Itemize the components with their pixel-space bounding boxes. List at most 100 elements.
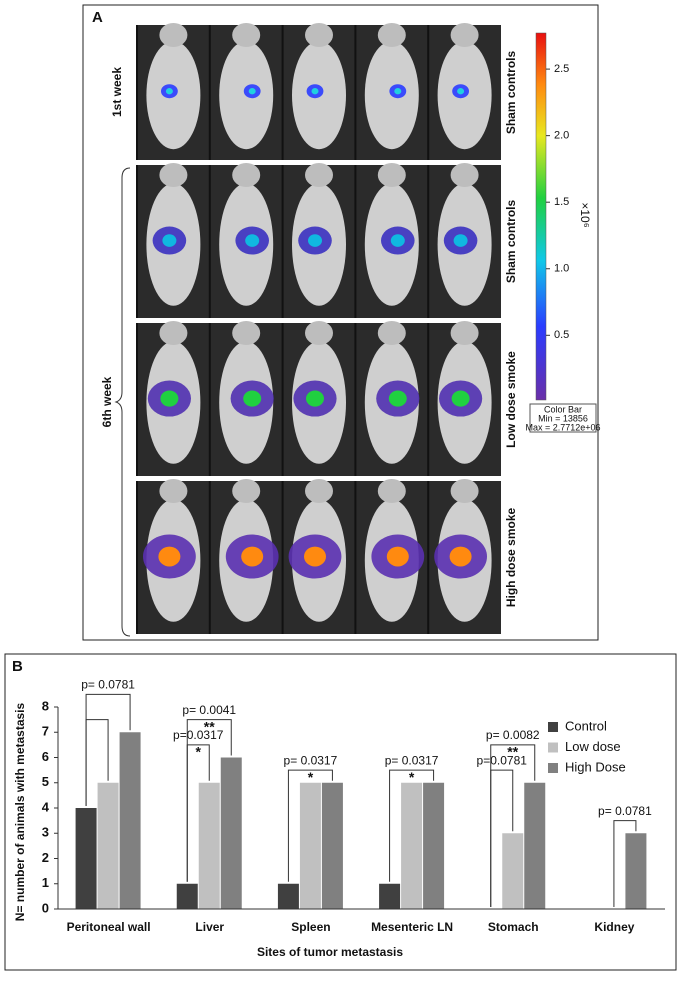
mouse-head xyxy=(305,23,333,47)
signal xyxy=(457,88,465,95)
color-bar-tick-label: 2.0 xyxy=(554,130,569,142)
y-tick-label: 0 xyxy=(42,900,49,915)
bracket xyxy=(389,769,435,882)
bar xyxy=(176,883,198,909)
legend-swatch xyxy=(548,763,558,773)
bracket xyxy=(613,820,637,907)
signal xyxy=(386,546,409,567)
caption: Max = 2.7712e+06 xyxy=(525,422,600,432)
x-tick-label: Stomach xyxy=(488,920,539,934)
panel-label: A xyxy=(92,9,103,26)
row-label: Low dose smoke xyxy=(504,351,518,448)
legend-label: Control xyxy=(565,718,607,733)
x-tick-label: Spleen xyxy=(291,920,330,934)
color-bar xyxy=(535,32,547,401)
p-value: p= 0.0082 xyxy=(486,728,540,742)
mouse-head xyxy=(377,23,406,47)
signal xyxy=(165,88,173,95)
bar xyxy=(119,732,141,909)
row-label: High dose smoke xyxy=(504,507,518,607)
color-bar-tick-label: 0.5 xyxy=(554,329,569,341)
x-tick-label: Peritoneal wall xyxy=(67,920,151,934)
bar xyxy=(625,833,647,909)
significance: ** xyxy=(204,718,215,734)
signal xyxy=(243,390,262,407)
significance: * xyxy=(196,744,202,760)
mouse-head xyxy=(232,23,261,47)
mouse-head xyxy=(159,321,188,345)
color-bar-unit: ×10⁶ xyxy=(578,202,592,227)
signal xyxy=(308,234,322,247)
bar xyxy=(220,757,242,909)
legend-swatch xyxy=(548,722,558,732)
signal xyxy=(390,234,405,247)
bar xyxy=(198,782,220,909)
p-value: p=0.0317 xyxy=(173,728,224,742)
bar xyxy=(401,782,423,909)
legend-label: Low dose xyxy=(565,739,621,754)
caption: Min = 13856 xyxy=(538,413,588,423)
legend-label: High Dose xyxy=(565,759,626,774)
p-value: p= 0.0781 xyxy=(81,678,135,692)
x-tick-label: Kidney xyxy=(594,920,634,934)
panel-a-frame xyxy=(82,4,599,641)
mouse-head xyxy=(305,321,333,345)
signal xyxy=(241,546,264,567)
legend-swatch xyxy=(548,742,558,753)
signal xyxy=(248,88,256,95)
color-bar-caption-box xyxy=(529,403,597,433)
bracket xyxy=(490,744,536,907)
bar xyxy=(502,833,524,909)
signal xyxy=(394,88,402,95)
mouse-head xyxy=(159,479,188,503)
p-value: p= 0.0317 xyxy=(385,753,439,767)
color-bar-tick-label: 1.5 xyxy=(554,196,569,208)
week-label: 6th week xyxy=(100,376,114,427)
y-axis-label: N= number of animals with metastasis xyxy=(13,702,27,921)
panel-label: B xyxy=(12,658,23,675)
signal xyxy=(304,546,326,567)
bar xyxy=(524,782,546,909)
row-label: Sham controls xyxy=(504,200,518,284)
p-value: p= 0.0781 xyxy=(598,804,652,818)
x-axis-label: Sites of tumor metastasis xyxy=(257,945,403,959)
y-tick-label: 2 xyxy=(42,850,49,865)
mouse-head xyxy=(305,163,333,187)
mouse-head xyxy=(232,321,261,345)
p-value: p=0.0781 xyxy=(477,753,528,767)
bar xyxy=(379,883,401,909)
panel-b-frame xyxy=(4,653,677,971)
bar xyxy=(423,782,445,909)
brace xyxy=(114,167,131,637)
y-tick-label: 3 xyxy=(42,825,49,840)
p-value: p= 0.0317 xyxy=(284,753,338,767)
color-bar-tick-label: 1.0 xyxy=(554,263,569,275)
mouse-head xyxy=(450,23,479,47)
signal xyxy=(453,234,468,247)
signal xyxy=(388,390,407,407)
y-tick-label: 6 xyxy=(42,749,49,764)
photos xyxy=(136,23,501,634)
bracket xyxy=(287,769,333,882)
week-label: 1st week xyxy=(110,67,124,117)
x-tick-label: Mesenteric LN xyxy=(371,920,453,934)
mouse-head xyxy=(450,321,479,345)
bracket xyxy=(186,719,232,882)
bar xyxy=(277,883,299,909)
mouse-head xyxy=(377,321,406,345)
signal xyxy=(306,390,324,407)
row-label: Sham controls xyxy=(504,51,518,135)
significance: ** xyxy=(507,744,518,760)
signal xyxy=(449,546,472,567)
x-tick-label: Liver xyxy=(195,920,224,934)
bar xyxy=(97,782,119,909)
signal xyxy=(245,234,260,247)
color-bar-tick-label: 2.5 xyxy=(554,63,569,75)
significance: * xyxy=(308,769,314,785)
y-tick-label: 7 xyxy=(42,724,49,739)
y-tick-label: 8 xyxy=(42,698,49,713)
mouse-head xyxy=(377,163,406,187)
signal xyxy=(162,234,177,247)
mouse-head xyxy=(232,479,261,503)
